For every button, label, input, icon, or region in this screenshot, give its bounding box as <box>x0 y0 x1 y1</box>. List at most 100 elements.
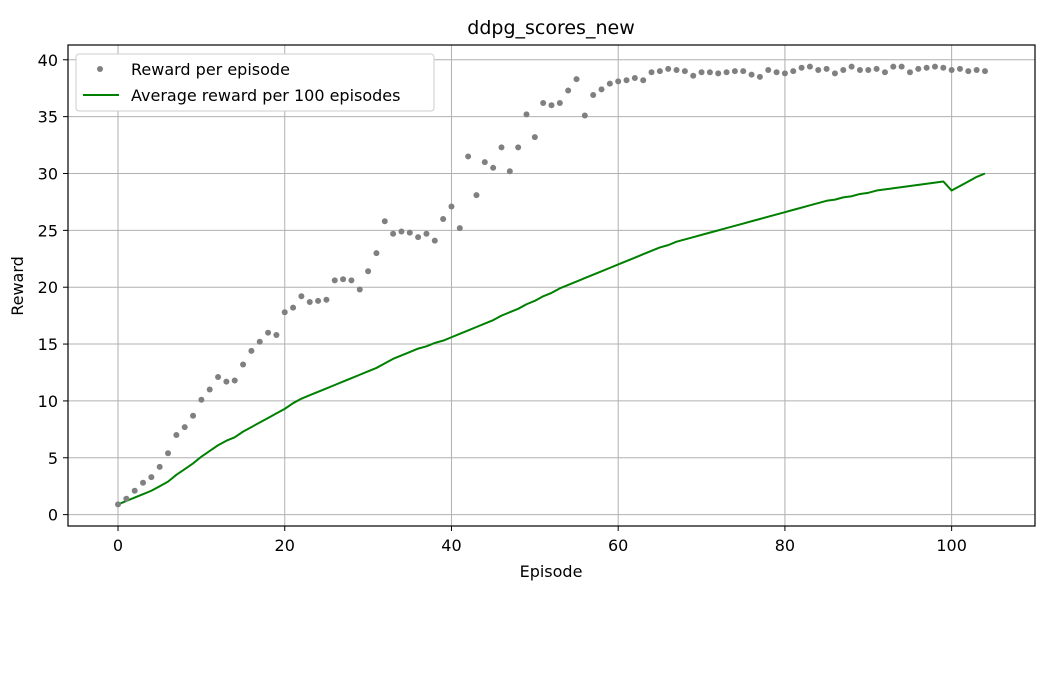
reward-point <box>681 68 688 75</box>
reward-point <box>848 63 855 70</box>
reward-point <box>298 293 305 300</box>
reward-point <box>698 69 705 76</box>
reward-point <box>973 67 980 74</box>
reward-point <box>981 68 988 75</box>
reward-point <box>623 77 630 84</box>
reward-point <box>690 72 697 79</box>
reward-point <box>281 309 288 316</box>
reward-point <box>256 338 263 345</box>
plot-marks <box>115 63 988 508</box>
reward-point <box>181 424 188 431</box>
reward-point <box>306 298 313 305</box>
x-tick-label: 60 <box>608 536 628 555</box>
reward-point <box>531 134 538 141</box>
reward-point <box>348 277 355 284</box>
x-tick-label: 80 <box>775 536 795 555</box>
reward-point <box>448 203 455 210</box>
reward-point <box>498 144 505 151</box>
reward-point <box>123 495 130 502</box>
reward-point <box>406 229 413 236</box>
reward-point <box>323 296 330 303</box>
x-axis-label: Episode <box>520 562 583 581</box>
reward-point <box>165 450 172 457</box>
legend-box <box>75 53 435 112</box>
y-tick-label: 0 <box>48 506 58 525</box>
reward-point <box>956 65 963 72</box>
reward-point <box>756 73 763 80</box>
y-tick-label: 40 <box>38 51 58 70</box>
reward-point <box>923 64 930 71</box>
reward-point <box>556 99 563 106</box>
reward-point <box>806 63 813 70</box>
y-tick-label: 25 <box>38 221 58 240</box>
reward-point <box>865 67 872 74</box>
reward-point <box>631 74 638 81</box>
reward-point <box>915 65 922 72</box>
legend-label-scatter: Reward per episode <box>131 60 290 79</box>
y-tick-label: 35 <box>38 108 58 127</box>
reward-point <box>431 237 438 244</box>
reward-point <box>365 268 372 275</box>
reward-point <box>748 71 755 78</box>
chart-title: ddpg_scores_new <box>467 17 634 39</box>
reward-point <box>223 378 230 385</box>
reward-point <box>423 230 430 237</box>
reward-point <box>831 70 838 77</box>
reward-point <box>340 276 347 283</box>
reward-point <box>390 230 397 237</box>
reward-point <box>881 69 888 76</box>
reward-point <box>640 77 647 84</box>
reward-point <box>873 65 880 72</box>
legend-marker-scatter <box>97 66 103 72</box>
reward-point <box>606 80 613 87</box>
reward-point <box>856 67 863 74</box>
reward-point <box>706 69 713 76</box>
reward-point <box>381 218 388 225</box>
reward-point <box>206 386 213 393</box>
reward-point <box>190 412 197 419</box>
reward-point <box>373 250 380 257</box>
reward-point <box>656 68 663 75</box>
reward-point <box>898 63 905 70</box>
y-tick-label: 15 <box>38 335 58 354</box>
reward-point <box>481 159 488 166</box>
reward-point <box>523 111 530 118</box>
reward-point <box>573 76 580 83</box>
reward-point <box>823 65 830 72</box>
reward-point <box>231 377 238 384</box>
reward-point <box>740 68 747 75</box>
average-reward-line <box>117 172 986 506</box>
reward-point <box>731 68 738 75</box>
reward-point <box>723 69 730 76</box>
reward-point <box>440 215 447 222</box>
legend: Reward per episode Average reward per 10… <box>75 53 435 112</box>
reward-point <box>140 479 147 486</box>
reward-point <box>148 474 155 481</box>
y-tick-label: 30 <box>38 164 58 183</box>
reward-point <box>590 92 597 99</box>
y-tick-label: 10 <box>38 392 58 411</box>
reward-point <box>490 164 497 171</box>
reward-point <box>906 69 913 76</box>
reward-point <box>615 78 622 85</box>
reward-point <box>465 153 472 160</box>
x-tick-label: 40 <box>441 536 461 555</box>
reward-point <box>765 67 772 74</box>
reward-point <box>131 487 138 494</box>
reward-point <box>815 67 822 74</box>
reward-point <box>648 69 655 76</box>
x-tick-label: 20 <box>275 536 295 555</box>
reward-point <box>265 329 272 336</box>
reward-point <box>940 64 947 71</box>
y-tick-label: 5 <box>48 449 58 468</box>
reward-point <box>240 361 247 368</box>
reward-point <box>665 65 672 72</box>
reward-point <box>198 396 205 403</box>
reward-point <box>156 463 163 470</box>
reward-point <box>215 374 222 381</box>
reward-point <box>515 144 522 151</box>
reward-point <box>781 70 788 77</box>
reward-point <box>548 102 555 109</box>
reward-point <box>398 228 405 235</box>
